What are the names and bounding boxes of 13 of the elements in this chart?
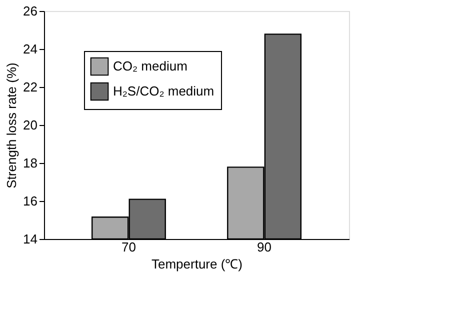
x-tick-label: 70 [121, 240, 136, 254]
y-tick-label: 26 [23, 4, 38, 18]
x-tick-label: 90 [257, 240, 272, 254]
y-tick-label: 20 [23, 118, 38, 132]
y-tick-label: 24 [23, 42, 38, 56]
y-tick-label: 22 [23, 80, 38, 94]
y-axis-title: Strength loss rate (%) [4, 62, 20, 188]
x-axis-title: Temperture (℃) [151, 256, 243, 272]
y-tick-label: 18 [23, 156, 38, 170]
y-tick-label: 16 [23, 194, 38, 208]
legend-label: H₂S/CO₂ medium [113, 84, 214, 98]
y-tick-label: 14 [23, 232, 38, 246]
legend-label: CO₂ medium [113, 58, 188, 74]
